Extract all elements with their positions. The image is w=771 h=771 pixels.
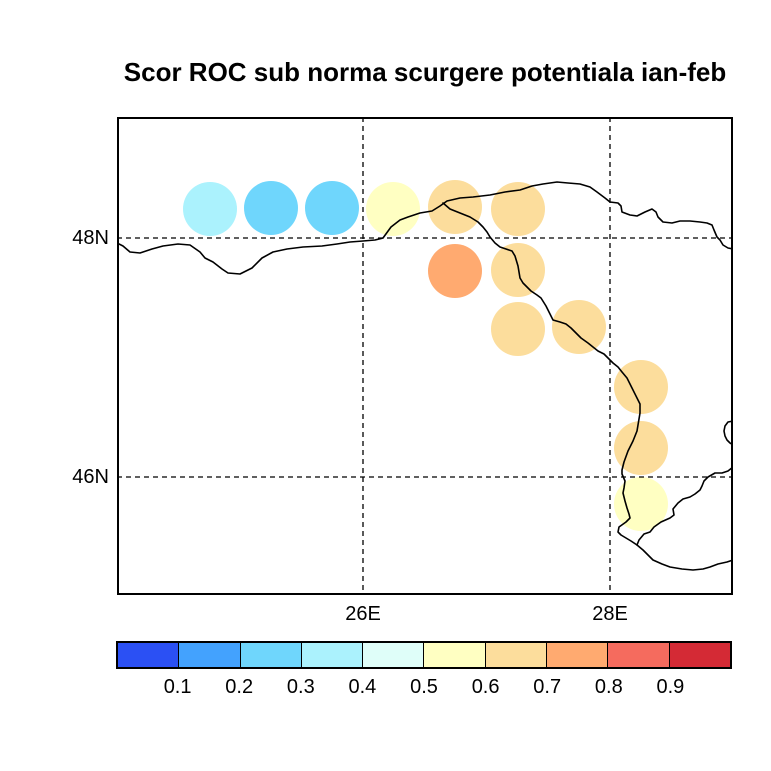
station-marker-13 <box>614 477 668 531</box>
y-tick-46n: 46N <box>72 466 109 488</box>
colorbar-segment-6 <box>423 643 485 667</box>
colorbar-segment-10 <box>668 643 730 667</box>
station-marker-6 <box>491 182 545 236</box>
colorbar-segment-1 <box>118 643 179 667</box>
station-marker-12 <box>614 421 668 475</box>
y-tick-48n: 48N <box>72 227 109 249</box>
colorbar-segment-5 <box>362 643 424 667</box>
colorbar-segment-2 <box>178 643 240 667</box>
colorbar-tick-0.2: 0.2 <box>225 676 254 698</box>
graticule-layer <box>117 117 733 595</box>
colorbar-tick-0.7: 0.7 <box>533 676 562 698</box>
station-marker-9 <box>491 302 545 356</box>
colorbar-tick-0.1: 0.1 <box>163 676 192 698</box>
colorbar-tick-0.9: 0.9 <box>656 676 685 698</box>
border-path-2 <box>442 202 733 571</box>
station-marker-2 <box>244 181 298 235</box>
colorbar-segment-8 <box>546 643 608 667</box>
colorbar-tick-0.4: 0.4 <box>348 676 377 698</box>
station-marker-11 <box>614 360 668 414</box>
colorbar-tick-0.8: 0.8 <box>594 676 623 698</box>
station-marker-4 <box>366 182 420 236</box>
colorbar-segment-3 <box>239 643 301 667</box>
colorbar-tick-0.6: 0.6 <box>471 676 500 698</box>
plot-border <box>117 117 733 595</box>
map-plot-area <box>117 117 733 595</box>
x-tick-26e: 26E <box>345 603 381 625</box>
station-marker-10 <box>552 300 606 354</box>
station-marker-7 <box>428 244 482 298</box>
border-path-4 <box>636 466 733 546</box>
border-path-3 <box>723 420 733 446</box>
x-tick-28e: 28E <box>592 603 628 625</box>
colorbar-segment-4 <box>300 643 363 667</box>
colorbar-segment-7 <box>484 643 547 667</box>
chart-title: Scor ROC sub norma scurgere potentiala i… <box>123 57 727 87</box>
station-marker-3 <box>305 181 359 235</box>
colorbar-tick-0.3: 0.3 <box>286 676 315 698</box>
station-markers-layer <box>183 180 668 531</box>
colorbar-tick-0.5: 0.5 <box>410 676 438 698</box>
station-marker-1 <box>183 182 237 236</box>
colorbar <box>116 641 732 669</box>
border-path-1 <box>117 181 733 275</box>
country-outline <box>117 181 733 571</box>
colorbar-segment-9 <box>607 643 669 667</box>
station-marker-5 <box>428 180 482 234</box>
